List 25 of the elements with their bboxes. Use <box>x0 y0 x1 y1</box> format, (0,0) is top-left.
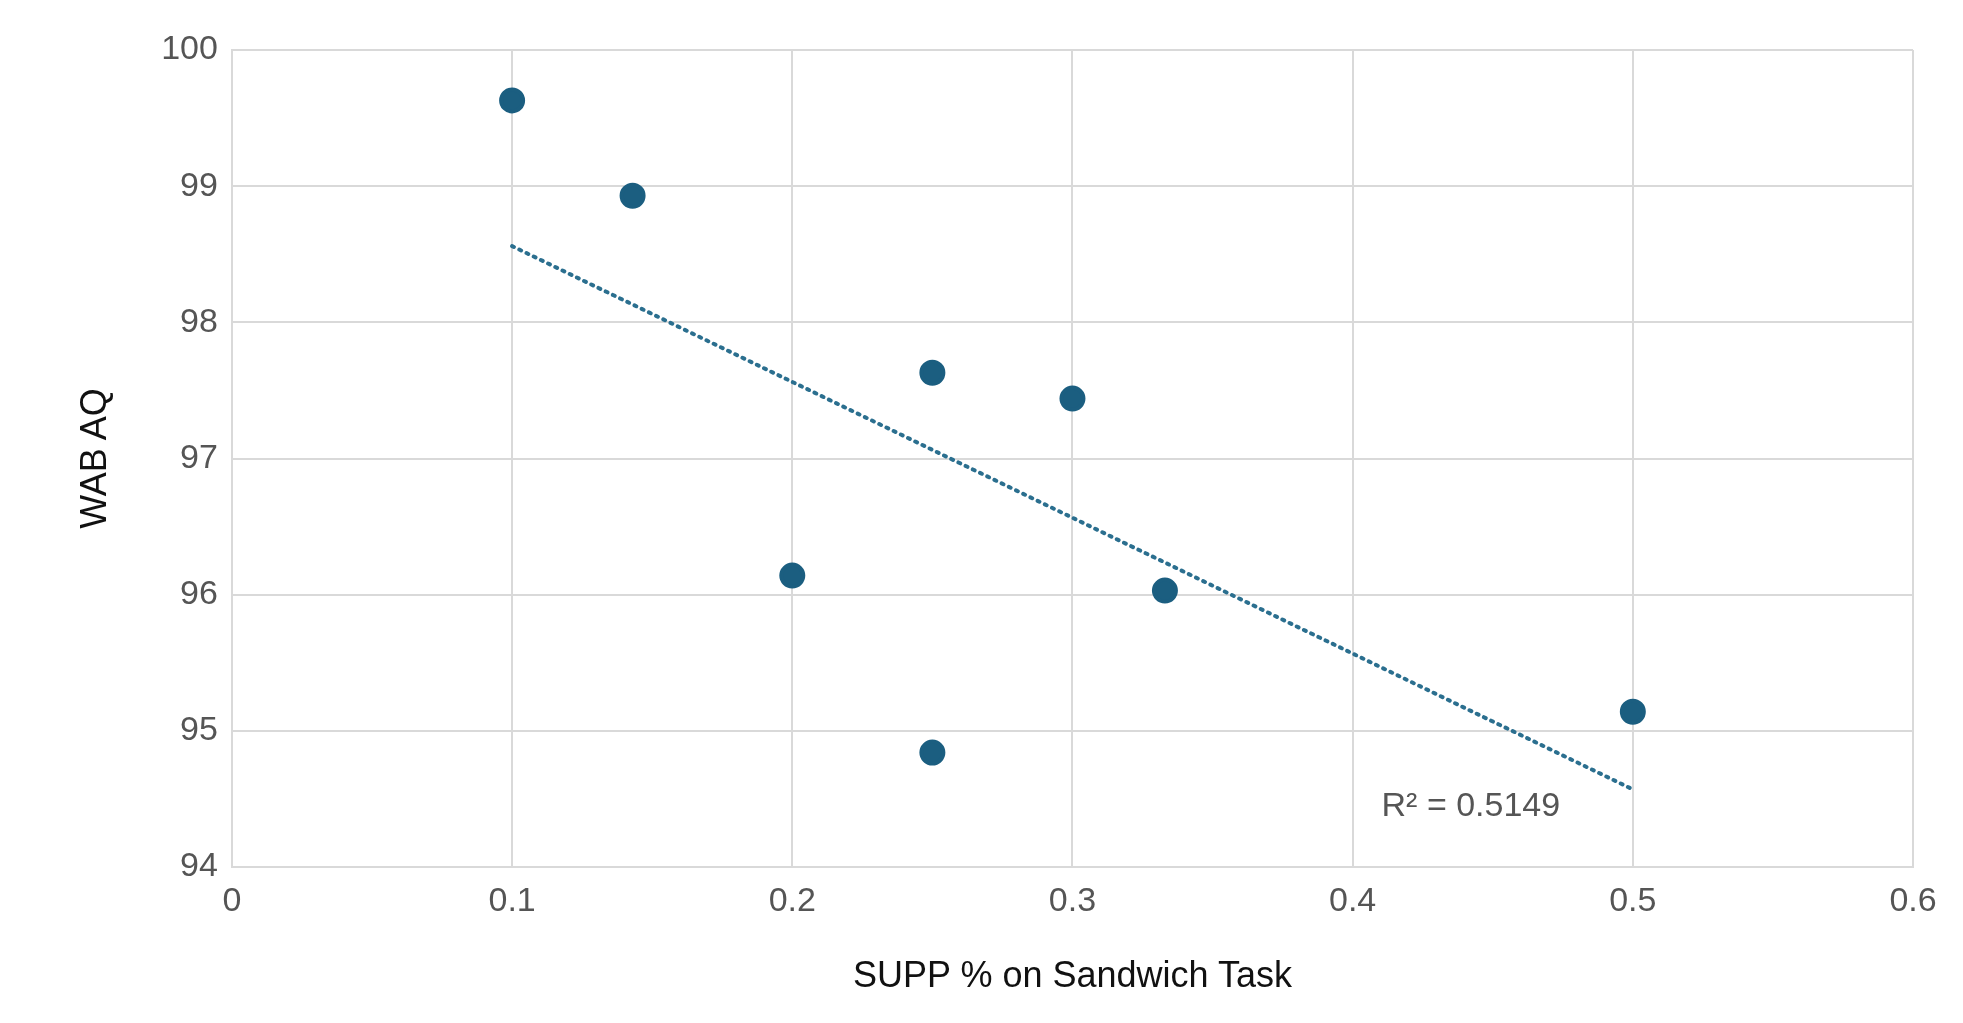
point <box>919 359 946 386</box>
x-tick-label: 0.1 <box>488 879 536 918</box>
x-tick-label: 0.2 <box>768 879 816 918</box>
point <box>919 739 946 766</box>
x-tick-label: 0.5 <box>1609 879 1657 918</box>
y-axis-title: WAB AQ <box>72 388 114 529</box>
point <box>499 87 526 114</box>
x-tick-label: 0.6 <box>1889 879 1937 918</box>
x-tick-label: 0 <box>222 879 242 918</box>
point <box>779 562 806 589</box>
y-tick-label: 94 <box>180 845 218 884</box>
y-tick-label: 96 <box>180 573 218 612</box>
point <box>1059 385 1086 412</box>
point <box>1151 577 1178 604</box>
y-tick-label: 99 <box>180 164 218 203</box>
point <box>619 182 646 209</box>
y-tick-label: 97 <box>180 436 218 475</box>
y-tick-label: 100 <box>161 28 218 67</box>
annotation: R² = 0.5149 <box>1381 785 1561 824</box>
x-axis-title: SUPP % on Sandwich Task <box>853 954 1293 996</box>
x-tick-label: 0.4 <box>1329 879 1377 918</box>
x-tick-label: 0.3 <box>1048 879 1097 918</box>
y-tick-label: 95 <box>180 709 218 748</box>
y-tick-label: 98 <box>180 300 218 339</box>
point <box>1619 698 1646 725</box>
